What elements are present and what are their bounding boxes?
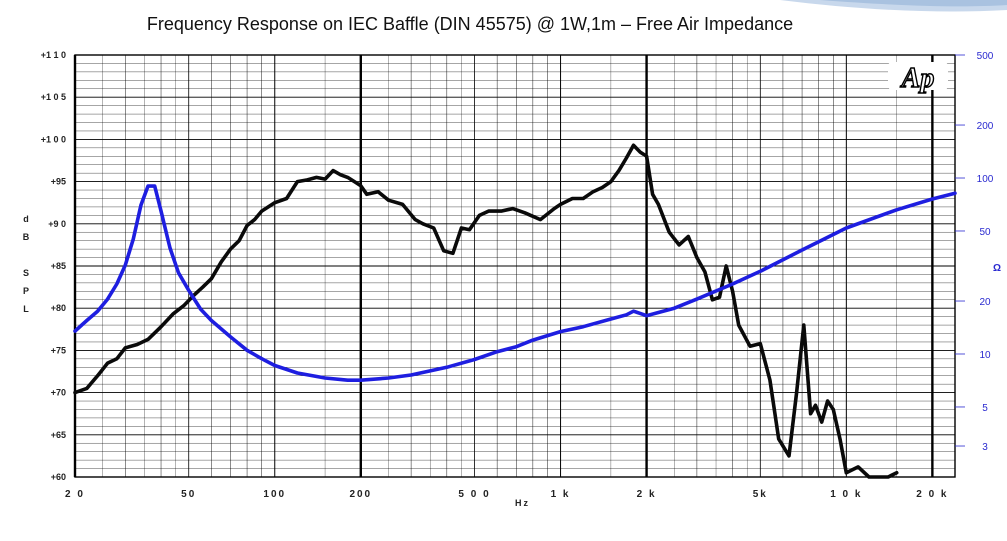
y-left-tick-label: +60 (51, 472, 66, 482)
y-right-tick-label: 20 (979, 297, 991, 308)
logo-backdrop (888, 62, 948, 90)
y-left-tick-label: +1 0 5 (41, 92, 66, 102)
y-left-tick-label: +70 (51, 388, 66, 398)
x-tick-label: 200 (349, 489, 372, 500)
label-layer: +1 1 0 +1 0 5 +1 0 0 +95 +9 0 +85 +80 +75 +70 +65… (23, 50, 1001, 508)
y-left-tick-label: +85 (51, 261, 66, 271)
y-left-tick-label: +95 (51, 177, 66, 187)
chart-title: Frequency Response on IEC Baffle (DIN 45… (146, 14, 794, 34)
curve-layer (73, 143, 957, 479)
y-left-tick-label: +1 0 0 (41, 134, 66, 144)
y-right-tick-label: 5 (982, 403, 988, 414)
y-left-tick-label: +75 (51, 345, 66, 355)
spl-response-line (73, 143, 899, 479)
y-left-axis-letter: S (23, 268, 29, 278)
y-left-tick-label: +9 0 (48, 219, 66, 229)
x-tick-label: 5k (753, 489, 768, 500)
x-tick-label: 100 (263, 489, 286, 500)
impedance-line (73, 184, 957, 382)
x-axis-label: Hz (515, 498, 530, 508)
y-left-axis-letter: B (23, 232, 30, 242)
x-tick-label: 2 k (637, 489, 657, 500)
x-tick-label: 5 0 0 (458, 489, 490, 500)
y-left-axis-letter: L (23, 304, 29, 314)
ap-logo: Ap (888, 62, 948, 95)
y-left-tick-label: +1 1 0 (41, 50, 66, 60)
y-right-tick-label: 100 (977, 174, 994, 185)
x-tick-label: 2 0 (65, 489, 85, 500)
y-left-axis-letter: d (23, 214, 29, 224)
y-right-tick-label: 50 (979, 227, 991, 238)
y-right-tick-label: 200 (977, 121, 994, 132)
x-tick-label: 50 (181, 489, 196, 500)
x-tick-label: 1 k (551, 489, 571, 500)
grid-layer (73, 54, 956, 478)
x-tick-label: 2 0 k (916, 489, 948, 500)
y-right-axis-label: Ω (993, 263, 1001, 274)
decorative-corner-swoosh (780, 0, 1007, 12)
y-left-tick-label: +80 (51, 303, 66, 313)
y-right-tick-label: 500 (977, 51, 994, 62)
y-left-tick-label: +65 (51, 430, 66, 440)
x-tick-label: 1 0 k (830, 489, 862, 500)
logo-text: Ap (900, 63, 935, 94)
y-right-tick-label: 10 (979, 350, 991, 361)
y-left-axis-letter: P (23, 286, 29, 296)
y-right-tick-label: 3 (982, 442, 988, 453)
